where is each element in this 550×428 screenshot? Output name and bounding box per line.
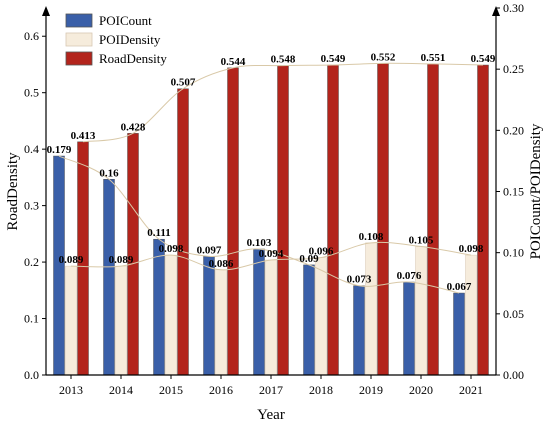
legend-label-poidensity: POIDensity	[99, 32, 161, 47]
left-tick-label: 0.0	[24, 368, 39, 382]
x-axis-title: Year	[257, 407, 285, 423]
bar-roaddensity-2017	[277, 65, 289, 376]
data-label-poidensity: 0.108	[359, 231, 384, 243]
x-tick-label: 2019	[359, 383, 383, 397]
bar-poicount-2021	[453, 292, 465, 376]
left-tick-label: 0.1	[24, 312, 39, 326]
right-tick-label: 0.30	[503, 1, 524, 15]
legend: POICount POIDensity RoadDensity	[65, 13, 167, 66]
data-label-poidensity: 0.094	[259, 248, 284, 260]
right-tick-label: 0.20	[503, 123, 524, 137]
x-tick-label: 2016	[209, 383, 233, 397]
bar-poidensity-2017	[265, 259, 277, 376]
data-label-roaddensity: 0.551	[421, 52, 446, 64]
bar-poidensity-2014	[115, 265, 127, 376]
legend-swatch-roaddensity	[65, 51, 93, 66]
left-tick-label: 0.3	[24, 199, 39, 213]
bar-poidensity-2015	[165, 254, 177, 376]
bar-roaddensity-2018	[327, 64, 339, 376]
data-label-poicount: 0.16	[99, 167, 119, 179]
legend-label-roaddensity: RoadDensity	[99, 51, 167, 66]
y-axis-title-right: POICount/POIDensity	[528, 123, 544, 259]
data-label-poicount: 0.179	[47, 144, 72, 156]
data-label-poicount: 0.097	[197, 244, 222, 256]
data-label-roaddensity: 0.428	[121, 121, 146, 133]
bar-roaddensity-2020	[427, 63, 439, 376]
x-tick-label: 2013	[59, 383, 83, 397]
data-label-poidensity: 0.105	[409, 235, 434, 247]
y-axis-title-left: RoadDensity	[5, 152, 21, 231]
axes: 0.0 0.1 0.2 0.3 0.4 0.5 0.6 0.00 0.05 0.10 0.15 0.2…	[5, 1, 544, 423]
right-tick-label: 0.10	[503, 246, 524, 260]
bar-poicount-2015	[153, 238, 165, 376]
data-label-roaddensity: 0.413	[71, 130, 96, 142]
data-label-poicount: 0.073	[347, 274, 372, 286]
x-tick-label: 2014	[109, 383, 133, 397]
data-label-poicount: 0.09	[299, 253, 319, 265]
left-axis-arrow-icon	[42, 6, 50, 16]
data-labels: 0.179 0.16 0.111 0.097 0.103 0.09 0.073 0.076 0.…	[47, 51, 496, 293]
x-tick-label: 2020	[409, 383, 433, 397]
bar-poicount-2014	[103, 179, 115, 376]
bar-roaddensity-2021	[477, 64, 489, 376]
data-label-poicount: 0.067	[447, 281, 472, 293]
left-tick-label: 0.2	[24, 255, 39, 269]
trend-line-roaddensity	[82, 62, 484, 143]
right-axis-arrow-icon	[492, 6, 500, 16]
legend-swatch-poidensity	[65, 32, 93, 47]
bar-poicount-2018	[303, 264, 315, 376]
trend-lines	[58, 62, 484, 294]
bar-poidensity-2018	[315, 257, 327, 376]
data-label-roaddensity: 0.548	[271, 54, 296, 66]
data-label-poidensity: 0.089	[59, 254, 84, 266]
x-tick-label: 2021	[459, 383, 483, 397]
x-tick-label: 2015	[159, 383, 183, 397]
bar-roaddensity-2015	[177, 88, 189, 376]
data-label-poidensity: 0.086	[209, 258, 234, 270]
bar-poicount-2020	[403, 281, 415, 376]
legend-label-poicount: POICount	[99, 13, 152, 28]
bar-poidensity-2021	[465, 254, 477, 376]
data-label-poidensity: 0.089	[109, 254, 134, 266]
data-label-poidensity: 0.098	[459, 243, 484, 255]
x-tick-label: 2018	[309, 383, 333, 397]
data-label-poicount: 0.103	[247, 237, 272, 249]
data-label-poidensity: 0.096	[309, 246, 334, 258]
data-label-roaddensity: 0.507	[171, 77, 196, 89]
data-label-poidensity: 0.098	[159, 243, 184, 255]
bar-poicount-2016	[203, 256, 215, 376]
right-tick-label: 0.15	[503, 185, 524, 199]
bar-poicount-2019	[353, 285, 365, 376]
right-tick-label: 0.00	[503, 368, 524, 382]
left-tick-label: 0.4	[24, 142, 39, 156]
trend-line-poicount	[58, 155, 460, 294]
bar-poidensity-2013	[65, 265, 77, 376]
x-tick-label: 2017	[259, 383, 283, 397]
data-label-poicount: 0.076	[397, 270, 422, 282]
bar-poidensity-2016	[215, 269, 227, 376]
bar-poidensity-2019	[365, 242, 377, 376]
right-tick-label: 0.05	[503, 307, 524, 321]
data-label-poicount: 0.111	[147, 227, 171, 239]
bar-poidensity-2020	[415, 246, 427, 376]
left-tick-label: 0.6	[24, 29, 39, 43]
bar-roaddensity-2016	[227, 67, 239, 376]
trend-line-poidensity	[70, 241, 472, 271]
data-label-roaddensity: 0.552	[371, 51, 396, 63]
bars-layer	[53, 63, 489, 376]
left-tick-label: 0.5	[24, 86, 39, 100]
data-label-roaddensity: 0.549	[321, 53, 346, 65]
bar-poicount-2017	[253, 248, 265, 376]
right-tick-label: 0.25	[503, 62, 524, 76]
bar-roaddensity-2019	[377, 63, 389, 376]
data-label-roaddensity: 0.544	[221, 56, 246, 68]
data-label-roaddensity: 0.549	[471, 53, 496, 65]
legend-swatch-poicount	[65, 13, 93, 28]
